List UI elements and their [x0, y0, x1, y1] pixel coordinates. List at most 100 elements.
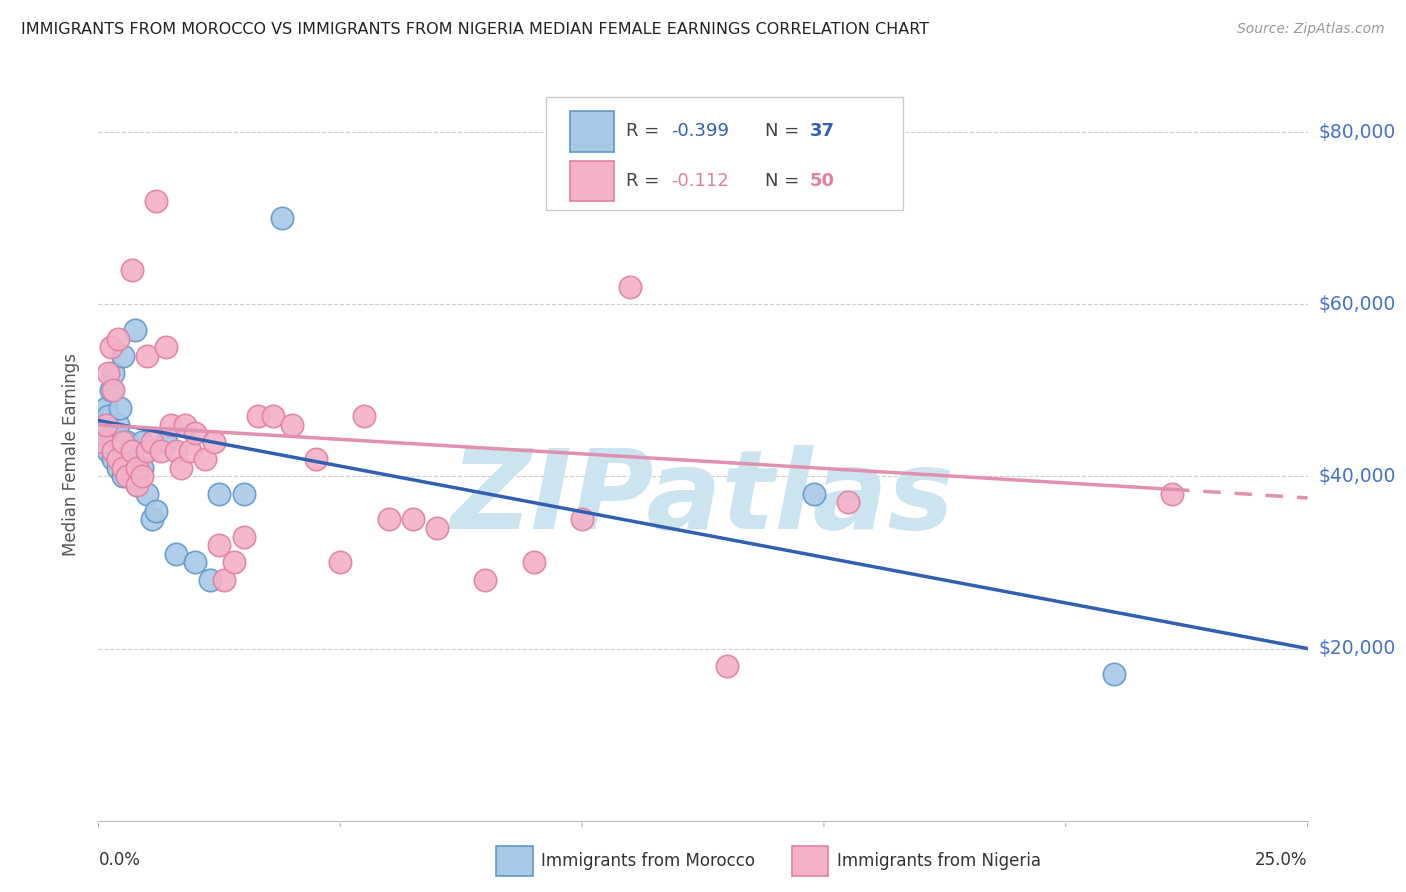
FancyBboxPatch shape	[546, 96, 903, 210]
Point	[174, 417, 197, 432]
Point	[135, 443, 157, 458]
Point	[619, 280, 641, 294]
Point	[523, 556, 546, 570]
Text: Immigrants from Morocco: Immigrants from Morocco	[541, 852, 755, 870]
Text: N =: N =	[765, 172, 804, 190]
Text: Source: ZipAtlas.com: Source: ZipAtlas.com	[1237, 22, 1385, 37]
Point	[212, 573, 235, 587]
Y-axis label: Median Female Earnings: Median Female Earnings	[62, 353, 80, 557]
Point	[111, 460, 134, 475]
Text: R =: R =	[626, 122, 665, 140]
Point	[402, 512, 425, 526]
Point	[94, 401, 117, 415]
Point	[100, 340, 122, 354]
Point	[353, 409, 375, 424]
Point	[101, 452, 124, 467]
Point	[150, 443, 173, 458]
Point	[97, 366, 120, 380]
Point	[111, 469, 134, 483]
Point	[184, 426, 207, 441]
Point	[131, 435, 153, 450]
Text: $40,000: $40,000	[1319, 467, 1396, 486]
Point	[127, 478, 149, 492]
Point	[426, 521, 449, 535]
Point	[135, 349, 157, 363]
Point	[91, 435, 114, 450]
Point	[208, 486, 231, 500]
Point	[194, 452, 217, 467]
Point	[131, 460, 153, 475]
Point	[165, 443, 187, 458]
Point	[101, 384, 124, 398]
Point	[111, 349, 134, 363]
Point	[179, 443, 201, 458]
FancyBboxPatch shape	[569, 161, 613, 201]
Point	[107, 417, 129, 432]
Point	[1161, 486, 1184, 500]
Text: $80,000: $80,000	[1319, 123, 1396, 142]
Point	[117, 435, 139, 450]
Text: 25.0%: 25.0%	[1256, 851, 1308, 869]
Point	[117, 460, 139, 475]
Point	[204, 435, 226, 450]
Point	[803, 486, 825, 500]
Point	[165, 547, 187, 561]
Point	[121, 443, 143, 458]
Point	[117, 469, 139, 483]
Point	[107, 452, 129, 467]
Text: 0.0%: 0.0%	[98, 851, 141, 869]
Text: 37: 37	[810, 122, 834, 140]
Point	[155, 340, 177, 354]
Point	[97, 443, 120, 458]
Point	[111, 435, 134, 450]
Point	[141, 435, 163, 450]
Text: IMMIGRANTS FROM MOROCCO VS IMMIGRANTS FROM NIGERIA MEDIAN FEMALE EARNINGS CORREL: IMMIGRANTS FROM MOROCCO VS IMMIGRANTS FR…	[21, 22, 929, 37]
Point	[169, 460, 191, 475]
Point	[121, 263, 143, 277]
Point	[474, 573, 496, 587]
Point	[198, 573, 221, 587]
Point	[160, 417, 183, 432]
Point	[281, 417, 304, 432]
Point	[271, 211, 294, 226]
Point	[262, 409, 284, 424]
Point	[127, 478, 149, 492]
Point	[232, 530, 254, 544]
Point	[377, 512, 399, 526]
Point	[571, 512, 593, 526]
Text: -0.112: -0.112	[672, 172, 730, 190]
Point	[247, 409, 270, 424]
Point	[208, 538, 231, 552]
Point	[94, 417, 117, 432]
Point	[111, 452, 134, 467]
Point	[101, 443, 124, 458]
Point	[716, 658, 738, 673]
Text: ZIPatlas: ZIPatlas	[451, 445, 955, 552]
Point	[101, 435, 124, 450]
Point	[145, 504, 167, 518]
Point	[222, 556, 245, 570]
Point	[97, 409, 120, 424]
Point	[837, 495, 859, 509]
Point	[91, 435, 114, 450]
Text: R =: R =	[626, 172, 665, 190]
Point	[107, 332, 129, 346]
Point	[100, 384, 122, 398]
Point	[108, 401, 131, 415]
FancyBboxPatch shape	[569, 112, 613, 152]
Point	[135, 486, 157, 500]
Point	[184, 556, 207, 570]
Point	[107, 443, 129, 458]
Text: $60,000: $60,000	[1319, 295, 1396, 314]
Point	[232, 486, 254, 500]
Point	[1102, 667, 1125, 681]
Point	[131, 469, 153, 483]
Point	[141, 512, 163, 526]
Point	[91, 417, 114, 432]
Text: -0.399: -0.399	[672, 122, 730, 140]
Text: Immigrants from Nigeria: Immigrants from Nigeria	[837, 852, 1040, 870]
Text: 50: 50	[810, 172, 834, 190]
Point	[121, 443, 143, 458]
Point	[101, 366, 124, 380]
Point	[145, 194, 167, 208]
